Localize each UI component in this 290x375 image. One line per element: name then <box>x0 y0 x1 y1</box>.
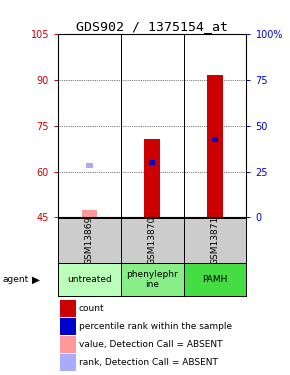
Bar <box>207 75 223 217</box>
Text: percentile rank within the sample: percentile rank within the sample <box>79 322 232 331</box>
Text: PAMH: PAMH <box>202 275 228 284</box>
Bar <box>81 210 97 218</box>
Bar <box>149 160 155 165</box>
Bar <box>86 163 93 168</box>
Bar <box>60 354 76 371</box>
Text: untreated: untreated <box>67 275 112 284</box>
Bar <box>144 140 160 218</box>
Text: rank, Detection Call = ABSENT: rank, Detection Call = ABSENT <box>79 358 218 367</box>
Bar <box>60 300 76 318</box>
Text: GSM13869: GSM13869 <box>85 215 94 265</box>
Title: GDS902 / 1375154_at: GDS902 / 1375154_at <box>76 20 228 33</box>
Text: GSM13870: GSM13870 <box>148 215 157 265</box>
Text: ▶: ▶ <box>32 274 40 284</box>
Bar <box>60 318 76 335</box>
Text: count: count <box>79 304 105 313</box>
Text: GSM13871: GSM13871 <box>211 215 220 265</box>
Text: agent: agent <box>3 275 29 284</box>
Text: value, Detection Call = ABSENT: value, Detection Call = ABSENT <box>79 340 222 349</box>
Bar <box>60 336 76 353</box>
Bar <box>121 262 184 296</box>
Bar <box>212 136 218 142</box>
Text: phenylephr
ine: phenylephr ine <box>126 270 178 289</box>
Bar <box>58 262 121 296</box>
Bar <box>184 262 246 296</box>
